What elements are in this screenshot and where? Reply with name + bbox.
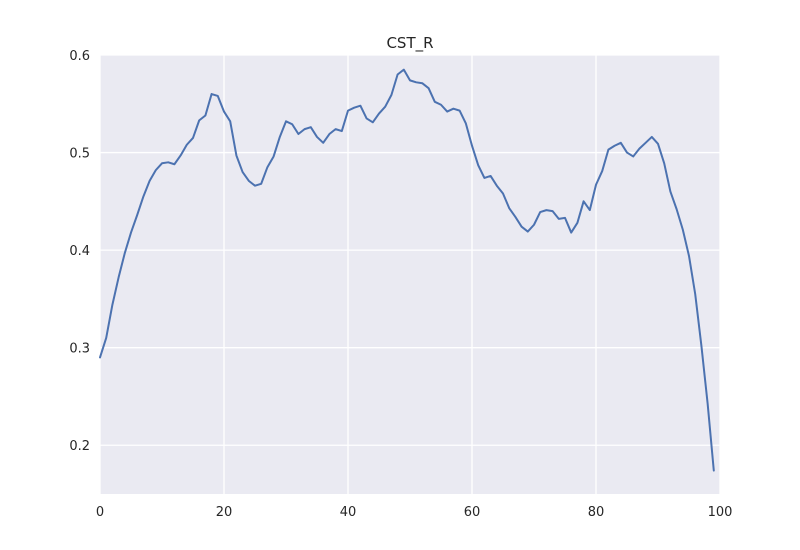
y-tick-label: 0.5 [69,147,90,162]
x-axis-tick-labels: 0 20 40 60 80 100 [96,505,733,520]
x-tick-label: 100 [708,505,733,520]
series-line [99,68,715,472]
plot-background [100,55,720,494]
chart-title: CST_R [386,34,433,53]
x-tick-label: 20 [216,505,233,520]
x-tick-label: 0 [96,505,104,520]
x-tick-label: 60 [464,505,481,520]
y-tick-label: 0.2 [69,439,90,454]
y-axis-tick-labels: 0.2 0.3 0.4 0.5 0.6 [69,49,90,454]
x-tick-label: 40 [340,505,357,520]
y-tick-label: 0.6 [69,49,90,64]
y-tick-label: 0.3 [69,342,90,357]
y-tick-label: 0.4 [69,244,90,259]
x-tick-label: 80 [588,505,605,520]
grid-lines [99,54,721,494]
